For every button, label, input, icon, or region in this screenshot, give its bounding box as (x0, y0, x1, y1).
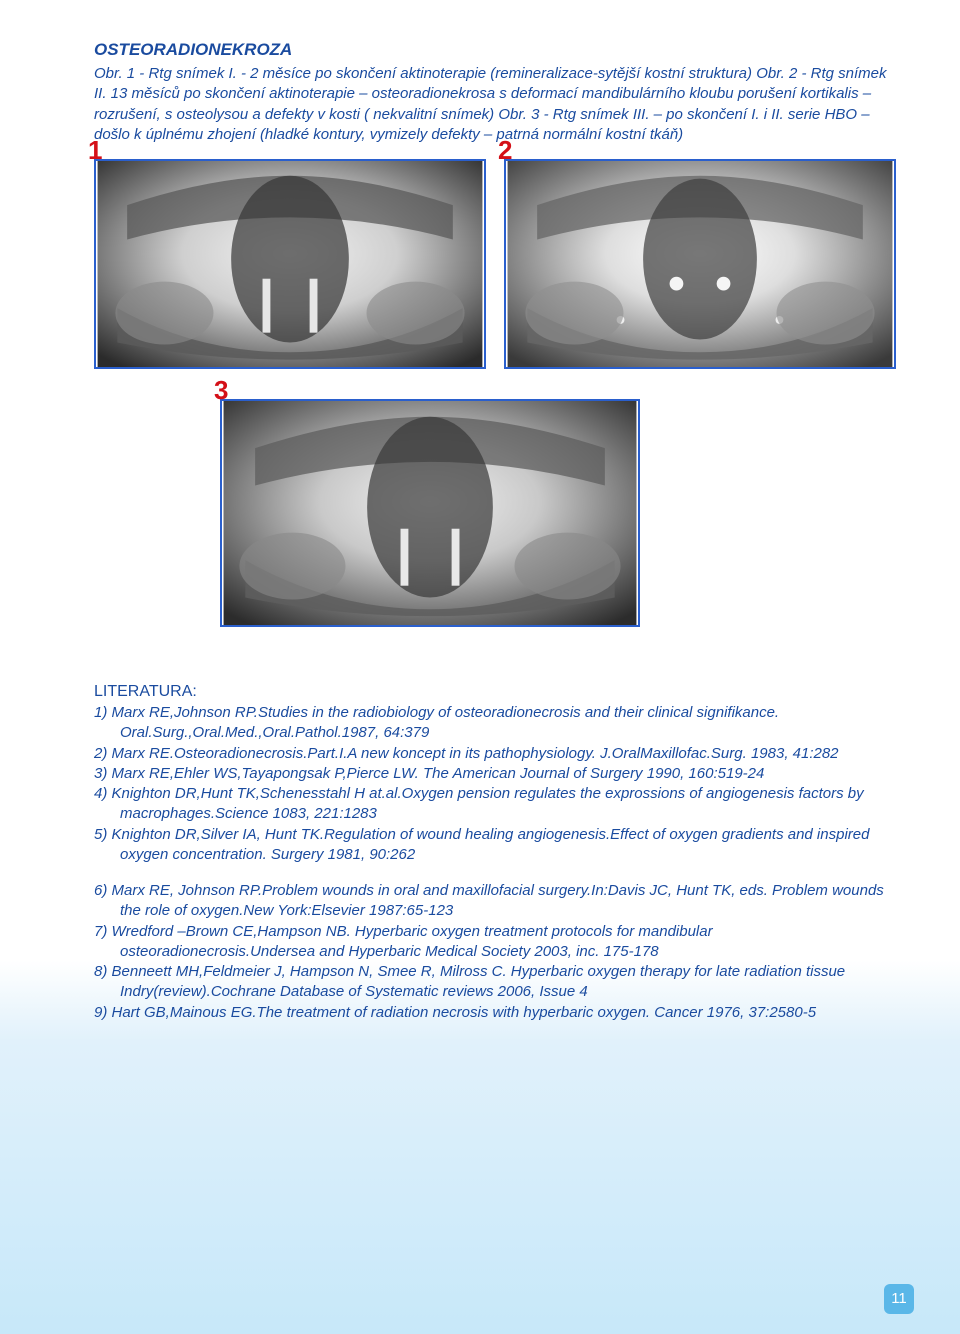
lit-item: 6) Marx RE, Johnson RP.Problem wounds in… (94, 881, 900, 922)
lit-item: 9) Hart GB,Mainous EG.The treatment of r… (94, 1003, 900, 1023)
page-content: OSTEORADIONEKROZA Obr. 1 - Rtg snímek I.… (0, 0, 960, 1334)
lit-spacer (94, 865, 900, 881)
figure-label-1: 1 (88, 135, 102, 166)
image-row-2: 3 (94, 399, 900, 627)
image-row-1: 1 2 (94, 159, 900, 369)
xray-image-2-icon (506, 161, 894, 367)
literature-list: 1) Marx RE,Johnson RP.Studies in the rad… (94, 703, 900, 1023)
lit-item: 2) Marx RE.Osteoradionecrosis.Part.I.A n… (94, 744, 900, 764)
xray-figure-1: 1 (94, 159, 486, 369)
lit-item: 1) Marx RE,Johnson RP.Studies in the rad… (94, 703, 900, 744)
lit-item: 5) Knighton DR,Silver IA, Hunt TK.Regula… (94, 825, 900, 866)
literature-heading: LITERATURA: (94, 683, 900, 701)
lit-item: 3) Marx RE,Ehler WS,Tayapongsak P,Pierce… (94, 764, 900, 784)
lit-item: 7) Wredford –Brown CE,Hampson NB. Hyperb… (94, 922, 900, 963)
intro-paragraph: Obr. 1 - Rtg snímek I. - 2 měsíce po sko… (94, 64, 900, 145)
lit-item: 4) Knighton DR,Hunt TK,Schenesstahl H at… (94, 784, 900, 825)
xray-figure-3: 3 (220, 399, 640, 627)
xray-image-1-icon (96, 161, 484, 367)
figure-label-2: 2 (498, 135, 512, 166)
page-number-badge: 11 (884, 1284, 914, 1314)
lit-item: 8) Benneett MH,Feldmeier J, Hampson N, S… (94, 962, 900, 1003)
figure-label-3: 3 (214, 375, 228, 406)
page-title: OSTEORADIONEKROZA (94, 40, 900, 60)
xray-figure-2: 2 (504, 159, 896, 369)
xray-image-3-icon (222, 401, 638, 625)
literature-section: LITERATURA: 1) Marx RE,Johnson RP.Studie… (94, 683, 900, 1023)
